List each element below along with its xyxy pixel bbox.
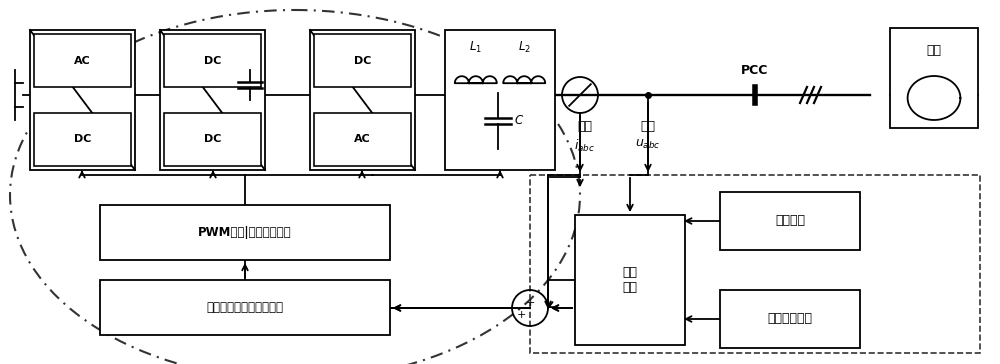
Bar [445,30,555,170]
Text: $u_{abc}$: $u_{abc}$ [635,138,661,151]
Text: $C$: $C$ [514,115,524,127]
Text: AC: AC [74,56,91,66]
Text: DC: DC [74,134,91,145]
Bar [34,113,131,166]
Text: 电压: 电压 [640,120,656,133]
Bar [100,280,390,335]
Text: +: + [525,298,535,308]
Text: 电流: 电流 [578,120,592,133]
Text: 电网指令: 电网指令 [775,214,805,228]
Text: 控制
目标: 控制 目标 [622,266,638,294]
Text: 用户用电控制: 用户用电控制 [768,313,812,325]
Bar [310,30,415,170]
Text: $i_{abc}$: $i_{abc}$ [574,138,596,154]
Bar [720,192,860,250]
Text: PCC: PCC [741,64,769,77]
Text: $L_2$: $L_2$ [518,40,531,55]
Text: 电网: 电网 [926,44,942,56]
Bar [575,215,685,345]
Bar [314,113,411,166]
Bar [100,205,390,260]
Text: PWM调制|其他控制信号: PWM调制|其他控制信号 [198,226,292,239]
Bar [720,290,860,348]
Bar [160,30,265,170]
Text: DC: DC [204,56,221,66]
Bar [164,34,261,87]
Text: 变流器模型及就地控制器: 变流器模型及就地控制器 [207,301,284,314]
Text: +: + [516,310,526,320]
Text: $L_1$: $L_1$ [469,40,482,55]
Bar [34,34,131,87]
Bar [314,34,411,87]
Bar [30,30,135,170]
Bar [890,28,978,128]
Text: AC: AC [354,134,371,145]
Bar [164,113,261,166]
Text: DC: DC [354,56,371,66]
Bar [530,175,980,353]
Text: DC: DC [204,134,221,145]
